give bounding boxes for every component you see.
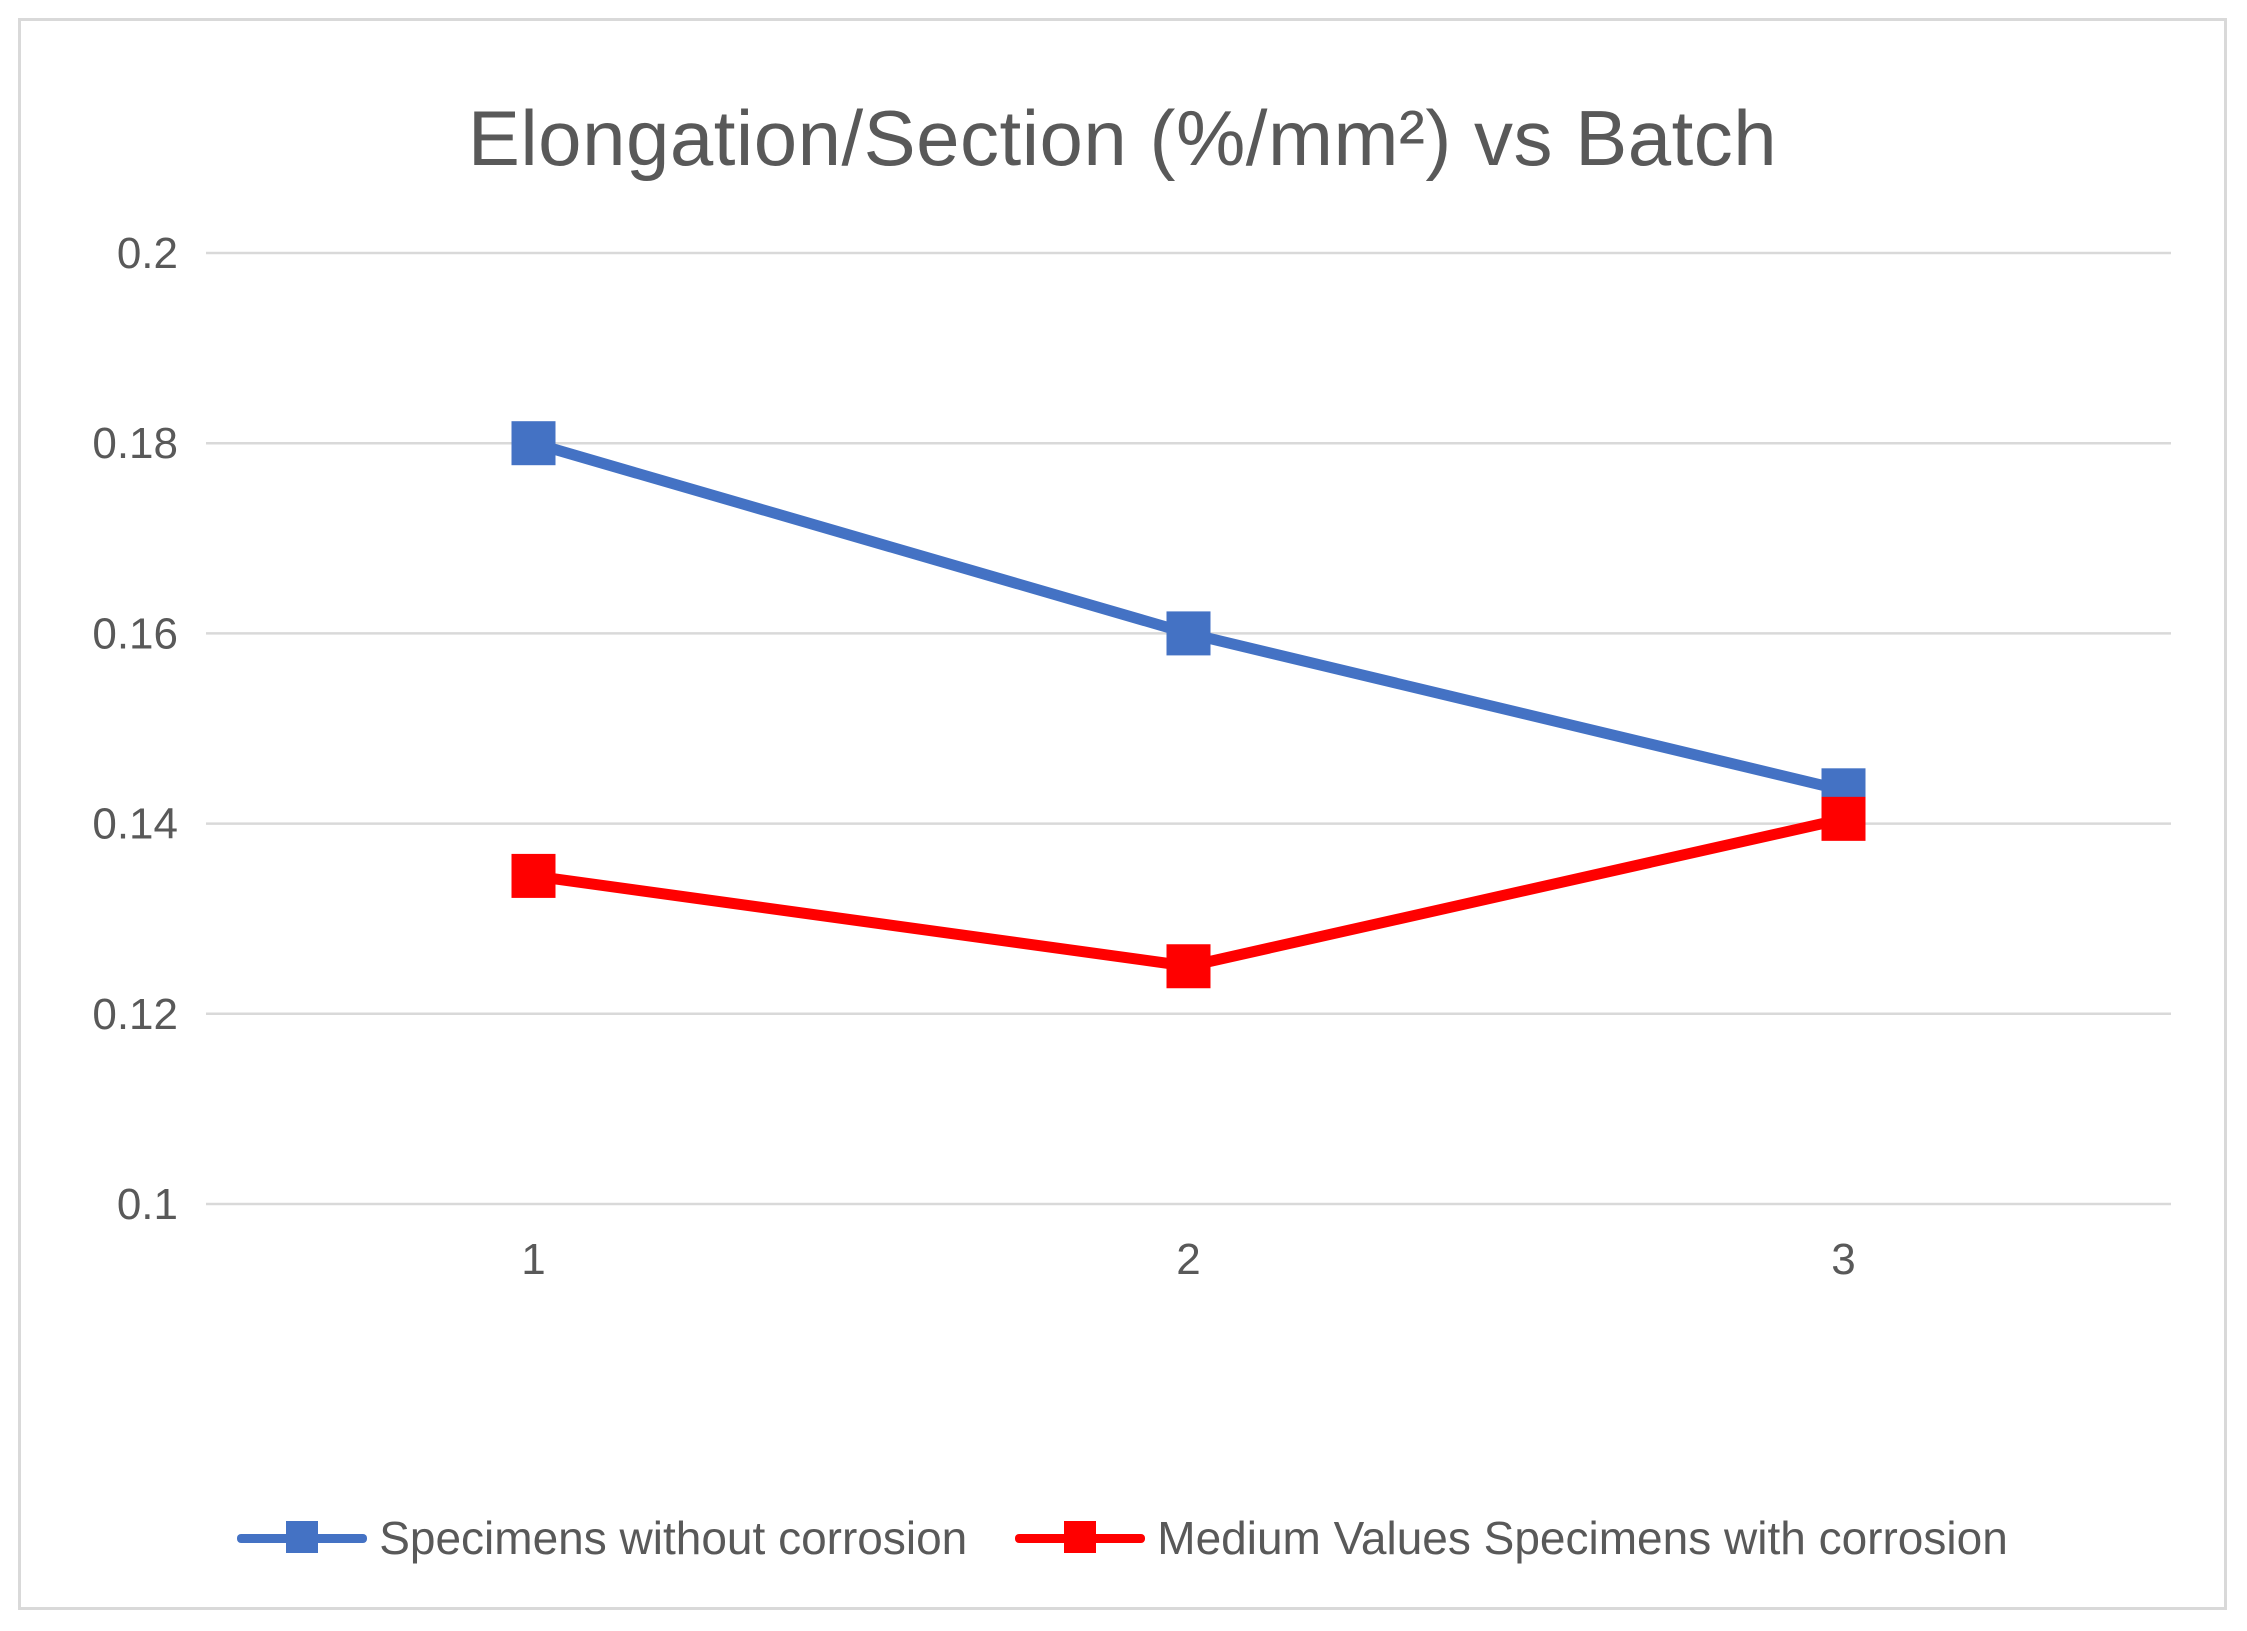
series-line-2	[528, 813, 1849, 972]
legend-label-with-corrosion: Medium Values Specimens with corrosion	[1157, 1512, 2008, 1564]
legend-item-with-corrosion[interactable]: Medium Values Specimens with corrosion	[1015, 1511, 2008, 1565]
y-tick-label: 0.1	[117, 1180, 178, 1229]
legend: Specimens without corrosion Medium Value…	[21, 1511, 2224, 1565]
data-point-s1-2[interactable]	[1166, 611, 1211, 656]
y-tick-label: 0.16	[92, 609, 178, 658]
data-point-s2-3[interactable]	[1821, 796, 1866, 841]
chart-title: Elongation/Section (%/mm²) vs Batch	[467, 94, 1778, 182]
y-tick-label: 0.18	[92, 419, 178, 468]
x-axis-ticks: 1 2 3	[521, 1235, 1855, 1284]
grid-layer	[206, 251, 2171, 1206]
legend-swatch-blue	[237, 1521, 368, 1555]
x-tick-label: 3	[1831, 1235, 1855, 1284]
y-axis-ticks: 0.2 0.18 0.16 0.14 0.12 0.1	[92, 229, 178, 1229]
legend-item-without-corrosion[interactable]: Specimens without corrosion	[237, 1511, 967, 1565]
data-point-s1-1[interactable]	[511, 421, 556, 466]
y-tick-label: 0.14	[92, 800, 178, 849]
x-tick-label: 2	[1176, 1235, 1200, 1284]
series-layer	[511, 421, 1866, 989]
data-point-s2-2[interactable]	[1166, 944, 1211, 989]
y-tick-label: 0.12	[92, 990, 178, 1039]
legend-label-without-corrosion: Specimens without corrosion	[379, 1512, 968, 1564]
x-tick-label: 1	[521, 1235, 545, 1284]
chart-frame: Elongation/Section (%/mm²) vs Batch 0.2 0…	[18, 18, 2227, 1610]
chart-plot: 0.2 0.18 0.16 0.14 0.12 0.1 1 2 3	[92, 229, 2171, 1284]
y-tick-label: 0.2	[117, 229, 178, 278]
data-point-s2-1[interactable]	[511, 853, 556, 898]
legend-swatch-red	[1015, 1521, 1146, 1555]
